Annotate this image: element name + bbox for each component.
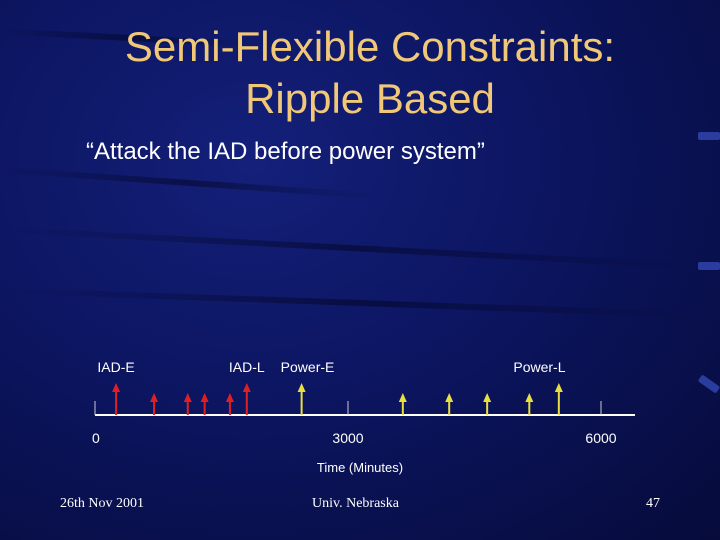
event-arrowhead: [225, 393, 234, 402]
footer-page: 47: [646, 496, 660, 511]
event-arrowhead: [445, 393, 454, 402]
event-arrowhead: [483, 393, 492, 402]
event-arrowhead: [150, 393, 159, 402]
tick-label: 6000: [585, 430, 616, 446]
event-arrowhead: [398, 393, 407, 402]
tick-label: 3000: [332, 430, 363, 446]
slide-subtitle: “Attack the IAD before power system”: [86, 138, 485, 165]
footer-org: Univ. Nebraska: [312, 496, 399, 511]
event-label: IAD-L: [229, 359, 265, 375]
event-arrowhead: [525, 393, 534, 402]
slide-title-line2: Ripple Based: [245, 75, 495, 122]
event-arrowhead: [183, 393, 192, 402]
slide-title: Semi-Flexible Constraints:: [124, 23, 616, 70]
event-arrowhead: [297, 383, 306, 392]
event-label: Power-E: [281, 359, 335, 375]
footer-date: 26th Nov 2001: [60, 496, 144, 511]
event-arrowhead: [242, 383, 251, 392]
event-label: IAD-E: [97, 359, 134, 375]
event-arrowhead: [554, 383, 563, 392]
tick-label: 0: [92, 430, 100, 446]
edge-decoration: [698, 262, 720, 270]
event-arrowhead: [112, 383, 121, 392]
event-arrowhead: [200, 393, 209, 402]
axis-title: Time (Minutes): [317, 460, 403, 475]
edge-decoration: [698, 132, 720, 140]
event-label: Power-L: [513, 359, 565, 375]
